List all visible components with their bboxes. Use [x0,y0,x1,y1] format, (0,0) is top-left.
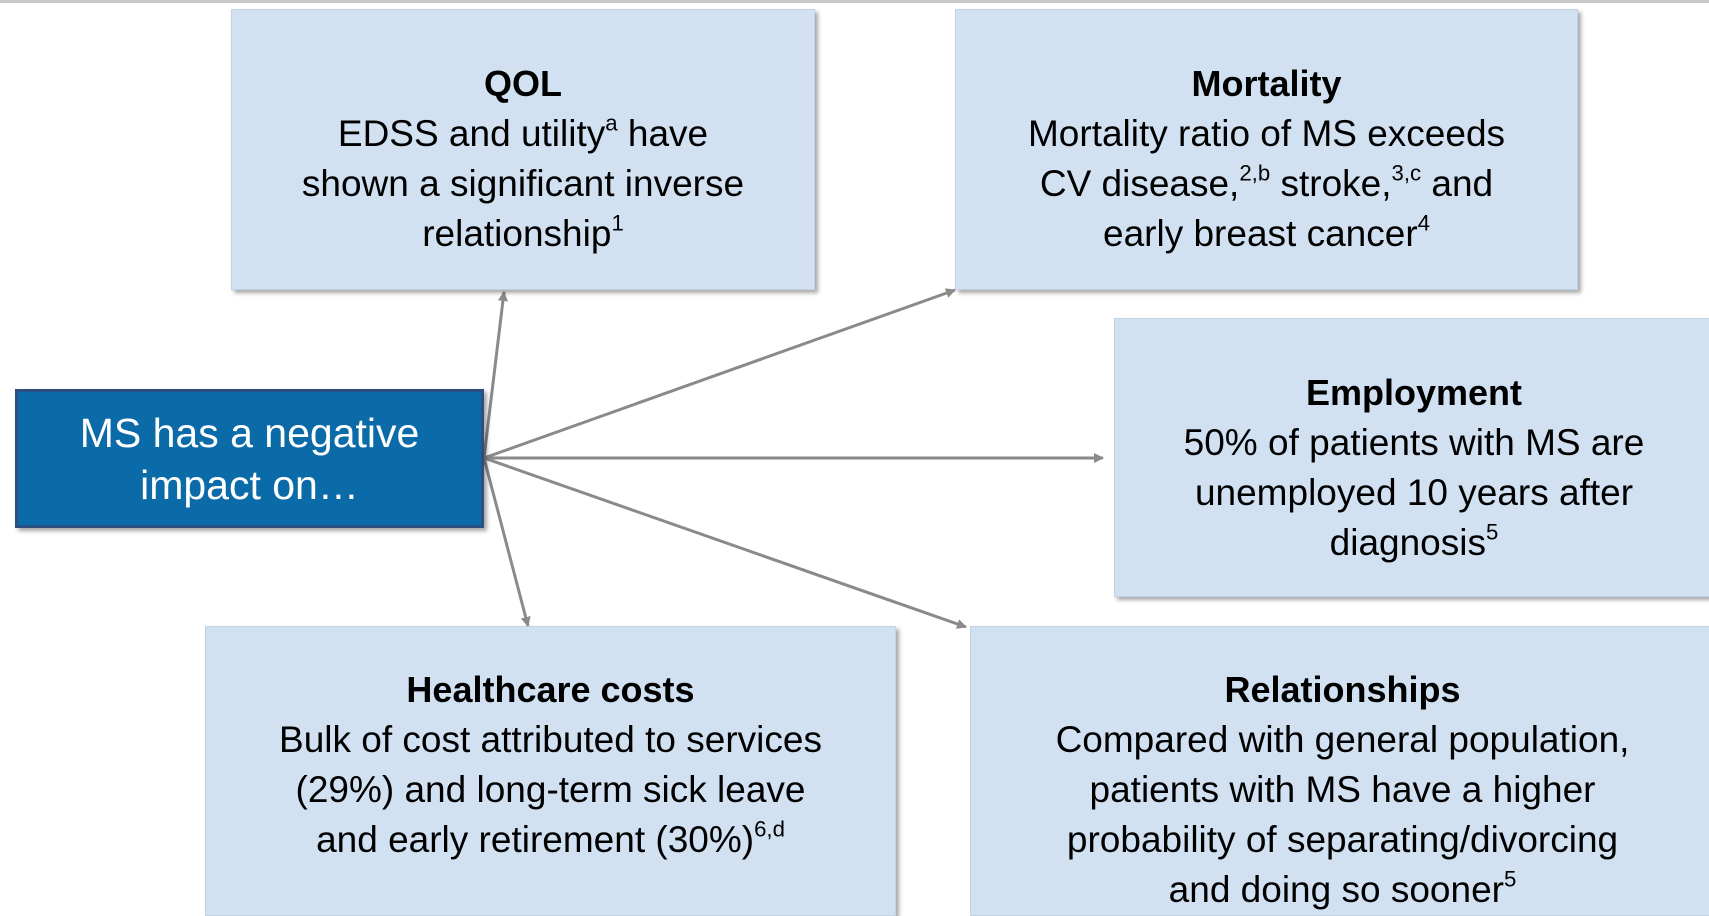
center-line: impact on… [140,461,359,508]
text-run: Mortality ratio of MS exceeds [1027,113,1506,154]
superscript: a [605,110,618,136]
text-run: diagnosis [1329,522,1486,563]
text-run: Compared with general population, [1055,719,1630,760]
node-box: QOL EDSS and utilitya have shown a signifi… [231,9,815,290]
node-title: QOL [484,63,562,104]
superscript: 3,c [1391,160,1422,186]
text-run: shown a significant inverse [301,163,745,204]
node-line: 50% of patients with MS are [1184,418,1645,468]
text-run: relationship [422,213,612,254]
node-line: shown a significant inverse [302,159,744,209]
text-run: unemployed 10 years after [1194,472,1634,513]
node-line: and doing so sooner5 [1169,865,1517,915]
text-run: stroke, [1270,163,1392,204]
node-line: unemployed 10 years after [1195,468,1633,518]
node-line: Mortality ratio of MS exceeds [1028,109,1505,159]
superscript: 2,b [1239,160,1271,186]
node-box: Relationships Compared with general popul… [970,626,1709,916]
node-title: Employment [1305,372,1523,413]
node-line: CV disease,2,b stroke,3,c and [1040,159,1493,209]
text-run: and early retirement (30%) [316,819,755,860]
node-line: Compared with general population, [1056,715,1630,765]
text-run: patients with MS have a higher [1089,769,1596,810]
node-line: Bulk of cost attributed to services [279,715,822,765]
superscript: 4 [1417,210,1430,236]
arrow [483,456,967,629]
node-title: Mortality [1191,63,1342,104]
node-line: patients with MS have a higher [1090,765,1596,815]
text-run: Bulk of cost attributed to services [279,719,822,760]
text-run: probability of separating/divorcing [1066,819,1619,860]
text-run: have [617,113,709,154]
arrow [483,288,956,460]
node-line: diagnosis5 [1330,518,1499,568]
text-run: and [1421,163,1494,204]
node-box: Employment 50% of patients with MS are une… [1114,318,1709,597]
text-run: EDSS and utility [337,113,606,154]
text-run: (29%) and long-term sick leave [295,769,806,810]
center-node: MS has a negative impact on… [15,389,484,528]
node-box: Healthcare costs Bulk of cost attributed … [205,626,896,916]
text-run: CV disease, [1039,163,1240,204]
text-run: early breast cancer [1103,213,1418,254]
node-line: relationship1 [422,209,624,259]
text-run: and doing so sooner [1168,869,1504,910]
node-box: Mortality Mortality ratio of MS exceeds CV… [955,9,1578,290]
arrow [482,291,508,459]
node-line: and early retirement (30%)6,d [316,815,785,865]
top-rule [0,0,1709,3]
node-line: early breast cancer4 [1103,209,1430,259]
superscript: 6,d [754,816,785,842]
text-run: 50% of patients with MS are [1183,422,1645,463]
node-line: (29%) and long-term sick leave [296,765,806,815]
superscript: 5 [1503,866,1517,892]
superscript: 1 [611,210,624,236]
node-title: Relationships [1224,669,1461,710]
arrow [482,457,531,627]
node-title: Healthcare costs [406,669,695,710]
node-line: probability of separating/divorcing [1067,815,1618,865]
superscript: 5 [1486,519,1499,545]
center-line: MS has a negative [79,409,420,456]
node-line: EDSS and utilitya have [338,109,708,159]
